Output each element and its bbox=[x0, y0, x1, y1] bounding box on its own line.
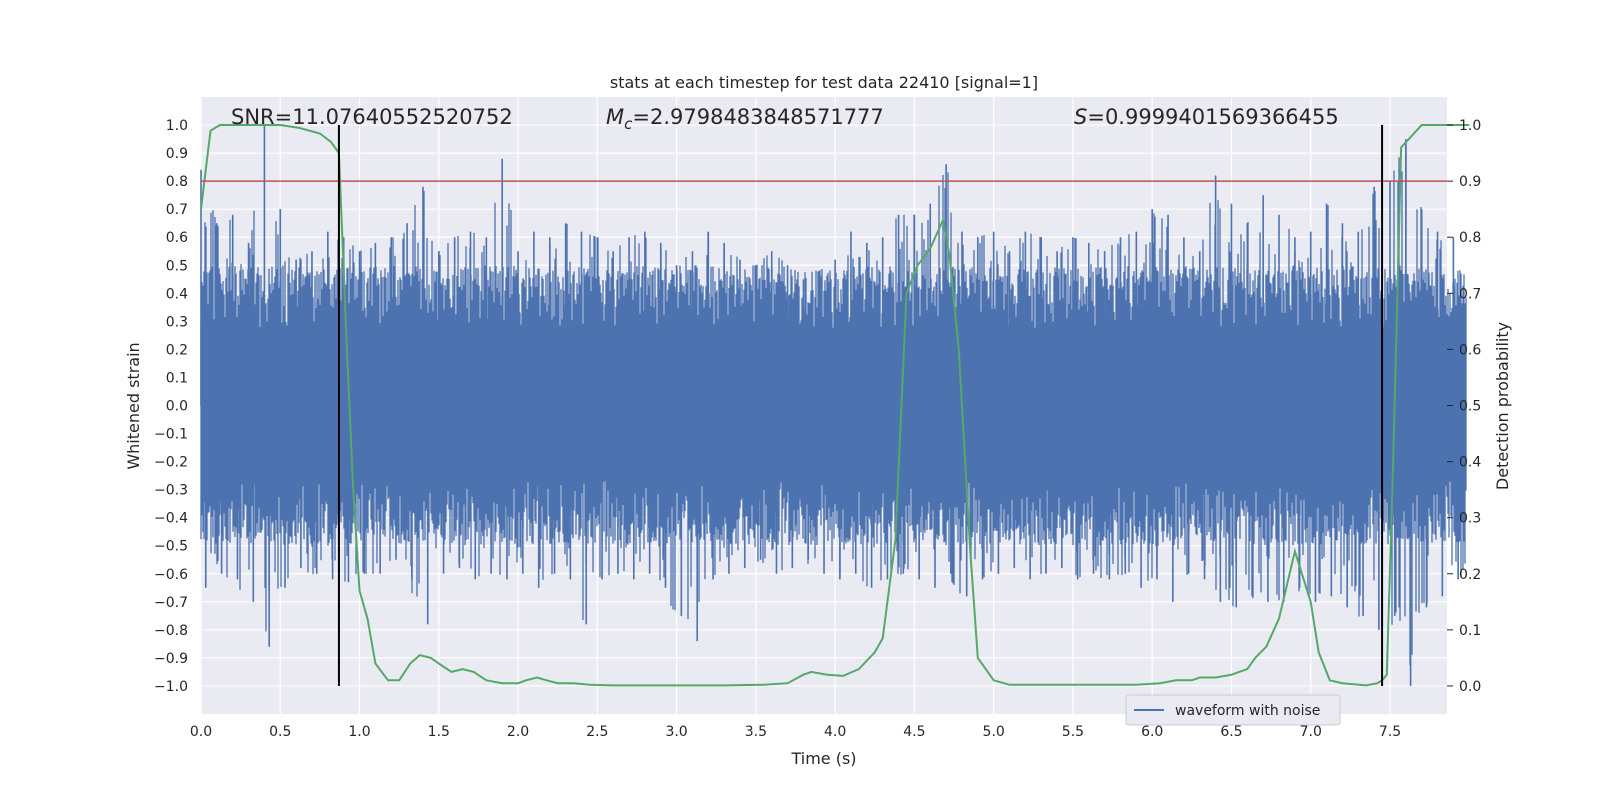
y2-tick-label: 0.8 bbox=[1459, 230, 1481, 246]
chart-title: stats at each timestep for test data 224… bbox=[610, 73, 1038, 92]
x-tick-label: 5.5 bbox=[1062, 724, 1084, 740]
x-tick-label: 5.0 bbox=[983, 724, 1005, 740]
y2-tick-label: 1.0 bbox=[1459, 118, 1481, 134]
y2-tick-label: 0.7 bbox=[1459, 286, 1481, 302]
score-annotation: S=0.9999401569366455 bbox=[1074, 105, 1339, 129]
waveform-line bbox=[200, 146, 1467, 666]
y2-tick-label: 0.3 bbox=[1459, 511, 1481, 527]
y-tick-label: 0.2 bbox=[166, 342, 188, 358]
y-tick-label: −0.7 bbox=[154, 595, 188, 611]
legend-box bbox=[1125, 694, 1341, 726]
y-tick-label: 0.1 bbox=[166, 370, 188, 386]
y-tick-label: −0.1 bbox=[154, 427, 188, 443]
x-tick-label: 1.0 bbox=[348, 724, 370, 740]
y-axis-label: Whitened strain bbox=[124, 342, 143, 469]
x-tick-label: 4.0 bbox=[824, 724, 846, 740]
x-tick-label: 0.0 bbox=[190, 724, 212, 740]
y-tick-label: −0.4 bbox=[154, 511, 188, 527]
y2-tick-label: 0.2 bbox=[1459, 567, 1481, 583]
y-tick-label: −0.8 bbox=[154, 623, 188, 639]
x-tick-label: 7.5 bbox=[1379, 724, 1401, 740]
y-tick-label: −0.3 bbox=[154, 483, 188, 499]
y-tick-label: 0.7 bbox=[166, 202, 188, 218]
probability-line bbox=[200, 124, 1470, 687]
x-tick-label: 7.0 bbox=[1300, 724, 1322, 740]
x-tick-label: 2.0 bbox=[507, 724, 529, 740]
legend: waveform with noise bbox=[1125, 694, 1341, 726]
y2-tick-label: 0.6 bbox=[1459, 342, 1481, 358]
y-tick-label: 0.9 bbox=[166, 146, 188, 162]
x-tick-label: 0.5 bbox=[269, 724, 291, 740]
y2-tick-label: 0.5 bbox=[1459, 399, 1481, 415]
y2-tick-label: 0.9 bbox=[1459, 174, 1481, 190]
x-tick-label: 1.5 bbox=[428, 724, 450, 740]
y-tick-label: 0.8 bbox=[166, 174, 188, 190]
y-tick-label: 0.3 bbox=[166, 314, 188, 330]
x-tick-label: 3.5 bbox=[745, 724, 767, 740]
x-tick-label: 2.5 bbox=[586, 724, 608, 740]
y-tick-label: −0.6 bbox=[154, 567, 188, 583]
y-tick-label: −0.2 bbox=[154, 455, 188, 471]
y2-axis-ticks: 1.0 0.9 0.8 0.7 0.6 0.5 0.4 0.3 0.2 0.1 0.0 bbox=[1447, 118, 1481, 695]
y-tick-label: −1.0 bbox=[154, 679, 188, 695]
y-axis-ticks: 1.0 0.9 0.8 0.7 0.6 0.5 0.4 0.3 0.2 0.1 0.0 −0.1 −0.… bbox=[154, 118, 188, 695]
chirp-mass-annotation: Mc=2.9798483848571777 bbox=[606, 105, 884, 133]
y-tick-label: −0.9 bbox=[154, 651, 188, 667]
y-tick-label: 0.5 bbox=[166, 258, 188, 274]
y2-axis-label: Detection probability bbox=[1493, 322, 1512, 490]
x-tick-label: 4.5 bbox=[903, 724, 925, 740]
score-symbol: S bbox=[1074, 105, 1087, 129]
y-tick-label: 0.4 bbox=[166, 286, 188, 302]
x-axis-ticks: 0.0 0.5 1.0 1.5 2.0 2.5 3.0 3.5 4.0 4.5 5.0 5.5 6.0 6… bbox=[190, 724, 1401, 740]
legend-label: waveform with noise bbox=[1175, 703, 1320, 719]
y-tick-label: 0.0 bbox=[166, 399, 188, 415]
x-tick-label: 6.5 bbox=[1220, 724, 1242, 740]
y-tick-label: −0.5 bbox=[154, 539, 188, 555]
chirp-mass-value: =2.9798483848571777 bbox=[632, 105, 883, 129]
chirp-mass-subscript: c bbox=[624, 115, 633, 133]
x-tick-label: 6.0 bbox=[1141, 724, 1163, 740]
score-value: =0.9999401569366455 bbox=[1087, 105, 1338, 129]
x-tick-label: 3.0 bbox=[665, 724, 687, 740]
y-tick-label: 1.0 bbox=[166, 118, 188, 134]
y2-tick-label: 0.0 bbox=[1459, 679, 1481, 695]
y2-tick-label: 0.4 bbox=[1459, 455, 1481, 471]
y2-tick-label: 0.1 bbox=[1459, 623, 1481, 639]
snr-annotation: SNR=11.07640552520752 bbox=[231, 105, 513, 129]
y-tick-label: 0.6 bbox=[166, 230, 188, 246]
waveform-series bbox=[200, 125, 1467, 686]
chirp-mass-symbol: M bbox=[606, 105, 624, 129]
threshold-and-markers bbox=[201, 125, 1447, 686]
x-axis-label: Time (s) bbox=[790, 749, 856, 768]
probability-series bbox=[200, 124, 1470, 687]
